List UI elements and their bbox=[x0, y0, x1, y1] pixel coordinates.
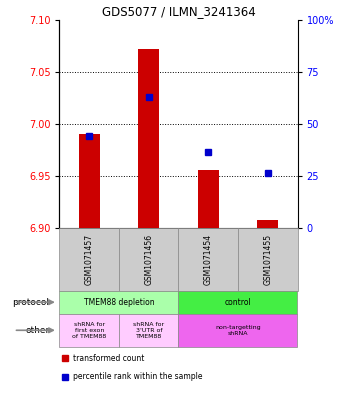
Bar bbox=[257, 220, 278, 228]
Text: GSM1071457: GSM1071457 bbox=[85, 234, 94, 285]
Text: TMEM88 depletion: TMEM88 depletion bbox=[84, 298, 154, 307]
Bar bbox=[178, 314, 298, 347]
Title: GDS5077 / ILMN_3241364: GDS5077 / ILMN_3241364 bbox=[102, 6, 255, 18]
Bar bbox=[138, 49, 159, 228]
Bar bbox=[198, 170, 219, 228]
Bar bbox=[119, 228, 178, 291]
Bar bbox=[119, 314, 178, 347]
Text: transformed count: transformed count bbox=[73, 354, 144, 363]
Bar bbox=[79, 134, 100, 228]
Text: GSM1071454: GSM1071454 bbox=[204, 234, 213, 285]
Text: shRNA for
first exon
of TMEM88: shRNA for first exon of TMEM88 bbox=[72, 322, 106, 339]
Text: control: control bbox=[225, 298, 251, 307]
Bar bbox=[59, 291, 178, 314]
Bar bbox=[238, 228, 298, 291]
Text: non-targetting
shRNA: non-targetting shRNA bbox=[215, 325, 261, 336]
Bar bbox=[59, 228, 119, 291]
Text: other: other bbox=[25, 326, 49, 335]
Bar bbox=[59, 314, 119, 347]
Text: GSM1071455: GSM1071455 bbox=[263, 234, 272, 285]
Text: percentile rank within the sample: percentile rank within the sample bbox=[73, 372, 203, 381]
Text: protocol: protocol bbox=[12, 298, 49, 307]
Bar bbox=[178, 291, 298, 314]
Text: shRNA for
3'UTR of
TMEM88: shRNA for 3'UTR of TMEM88 bbox=[133, 322, 164, 339]
Text: GSM1071456: GSM1071456 bbox=[144, 234, 153, 285]
Bar bbox=[178, 228, 238, 291]
